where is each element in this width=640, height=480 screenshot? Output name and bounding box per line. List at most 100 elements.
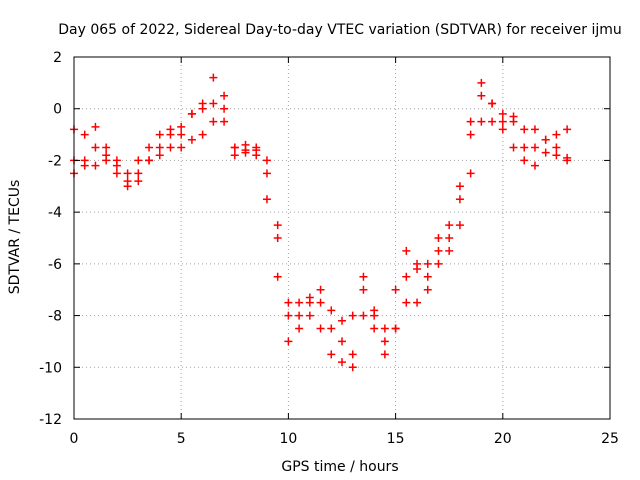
data-point [498, 125, 507, 134]
data-point [455, 221, 464, 230]
data-point [177, 130, 186, 139]
data-point [434, 234, 443, 242]
data-point [488, 99, 497, 108]
data-point [220, 117, 229, 126]
data-point [338, 316, 346, 325]
data-point [252, 143, 261, 152]
data-point [91, 161, 100, 170]
data-point [488, 117, 497, 126]
y-tick-label: -10 [39, 360, 62, 376]
data-point [552, 151, 561, 160]
data-point [241, 148, 250, 157]
data-point [466, 169, 475, 178]
data-point [541, 148, 550, 157]
data-point [477, 117, 486, 126]
data-point [230, 143, 239, 152]
data-point [305, 311, 314, 320]
data-point [423, 272, 432, 281]
y-tick-label: -12 [39, 412, 62, 428]
data-point [230, 151, 239, 160]
data-point [102, 143, 111, 152]
plot-frame [73, 56, 611, 420]
y-axis-label: SDTVAR / TECUs [7, 180, 23, 295]
data-point [209, 73, 218, 82]
data-point [284, 298, 293, 307]
data-point [220, 91, 229, 100]
data-point [80, 130, 89, 139]
data-point [498, 117, 507, 126]
data-point [273, 234, 282, 242]
x-tick-label: 20 [494, 431, 512, 447]
data-point [359, 311, 368, 320]
data-point [209, 117, 218, 126]
data-point [295, 324, 304, 333]
data-point [520, 125, 529, 134]
data-point [155, 143, 164, 152]
data-point [91, 122, 100, 131]
data-point [477, 78, 486, 87]
data-point [498, 109, 507, 118]
data-point [123, 177, 132, 186]
data-point [284, 311, 293, 320]
data-markers [70, 73, 572, 372]
ticks: 0 5 10 15 20 25 -12 -10 -8 -6 -4 -2 0 2 [39, 50, 619, 447]
data-point [305, 298, 314, 307]
data-point [413, 265, 422, 274]
x-tick-label: 15 [387, 431, 405, 447]
data-point [359, 272, 368, 281]
data-point [455, 182, 464, 191]
data-point [327, 350, 336, 359]
x-tick-label: 0 [70, 431, 79, 447]
series-1 [70, 91, 572, 333]
data-point [530, 143, 539, 152]
data-point [423, 285, 432, 294]
data-point [466, 130, 475, 139]
data-point [145, 156, 154, 165]
data-point [155, 130, 164, 139]
x-tick-label: 5 [177, 431, 186, 447]
data-point [466, 117, 475, 126]
data-point [102, 151, 111, 160]
x-tick-label: 10 [279, 431, 297, 447]
data-point [295, 298, 304, 307]
x-tick-label: 25 [601, 431, 619, 447]
data-point [509, 117, 518, 126]
data-point [134, 156, 143, 165]
data-point [80, 161, 89, 170]
data-point [552, 130, 561, 139]
data-point [262, 169, 271, 178]
data-point [380, 337, 389, 346]
y-tick-label: -8 [48, 309, 62, 325]
data-point [241, 140, 250, 149]
data-point [402, 272, 411, 281]
data-point [348, 350, 357, 359]
data-point [273, 272, 282, 281]
data-point [380, 324, 389, 333]
data-point [370, 324, 379, 333]
data-point [252, 151, 261, 160]
data-point [541, 135, 550, 144]
data-point [423, 259, 432, 268]
data-point [520, 156, 529, 165]
y-tick-label: 0 [53, 102, 62, 118]
data-point [187, 135, 196, 144]
data-point [434, 259, 443, 268]
data-point [316, 324, 325, 333]
data-point [198, 99, 207, 108]
y-tick-label: -2 [48, 153, 62, 169]
data-point [316, 285, 325, 294]
data-point [155, 151, 164, 160]
data-point [177, 143, 186, 152]
data-point [509, 143, 518, 152]
data-point [445, 234, 454, 242]
data-point [402, 246, 411, 255]
data-point [177, 122, 186, 131]
data-point [187, 109, 196, 118]
data-point [166, 143, 175, 152]
data-point [413, 298, 422, 307]
data-point [477, 91, 486, 100]
data-point [348, 363, 357, 372]
data-point [295, 311, 304, 320]
data-point [348, 311, 357, 320]
